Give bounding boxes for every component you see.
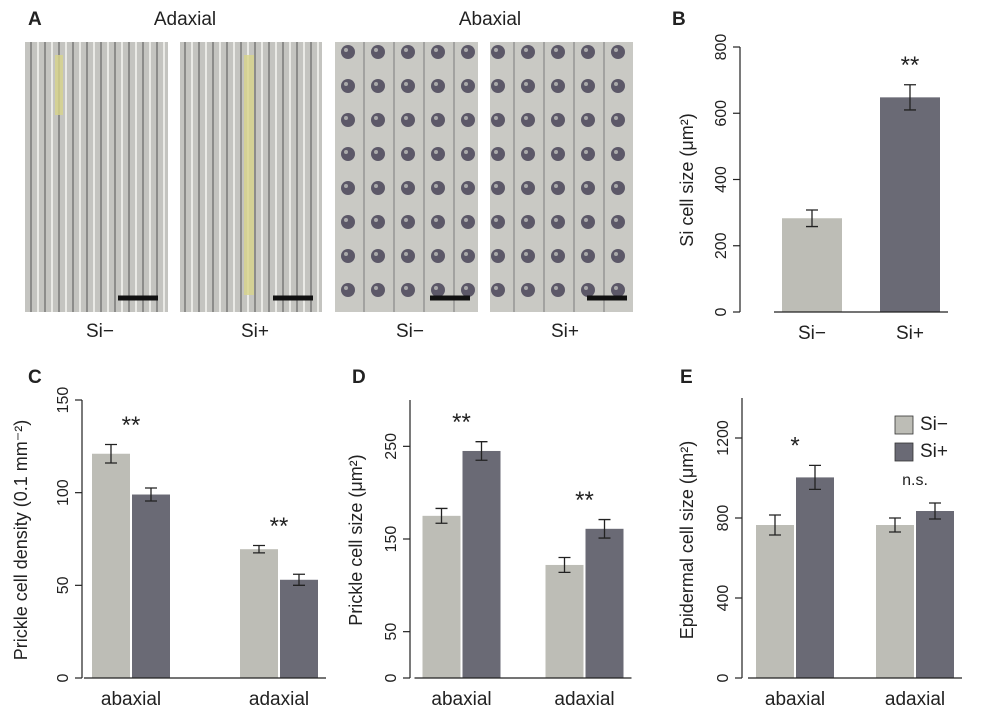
image-label: Si+ — [551, 321, 579, 342]
legend-label: Si+ — [920, 441, 948, 462]
x-tick-label: abaxial — [101, 689, 161, 710]
y-tick-label: 600 — [713, 100, 730, 127]
error-bar — [253, 544, 265, 554]
bar — [240, 549, 278, 678]
error-bar — [105, 443, 117, 464]
annotation: ** — [452, 409, 471, 436]
bar — [782, 218, 842, 312]
y-tick-label: 800 — [713, 34, 730, 61]
legend-label: Si− — [920, 414, 948, 435]
bar — [756, 525, 794, 678]
y-tick-label: 150 — [383, 526, 400, 553]
x-tick-label: adaxial — [249, 689, 309, 710]
bar — [545, 564, 584, 678]
error-bar — [806, 209, 818, 228]
bar — [462, 450, 501, 678]
micrographs — [25, 42, 633, 312]
bar — [280, 579, 318, 678]
y-tick-label: 0 — [55, 673, 72, 682]
y-axis-label: Prickle cell density (0.1 mm⁻²) — [11, 420, 31, 661]
legend-swatch — [894, 415, 914, 435]
y-tick-label: 250 — [383, 433, 400, 460]
annotation: ** — [270, 513, 289, 540]
panel-label: B — [672, 9, 686, 30]
micrograph — [25, 42, 168, 312]
bar — [796, 477, 834, 678]
y-tick-label: 400 — [713, 166, 730, 193]
error-bar — [475, 441, 488, 461]
error-bar — [904, 84, 916, 111]
bar — [132, 494, 170, 678]
error-bar — [293, 573, 305, 586]
panel-label: A — [28, 9, 42, 30]
image-label: Si− — [86, 321, 114, 342]
bar — [422, 515, 461, 678]
error-bar — [435, 507, 448, 524]
error-bar — [558, 556, 571, 574]
y-tick-label: 800 — [715, 505, 732, 532]
annotation: n.s. — [902, 472, 928, 489]
y-axis-label: Epidermal cell size (μm²) — [677, 441, 697, 639]
x-tick-label: abaxial — [431, 689, 491, 710]
image-label: Si− — [396, 321, 424, 342]
error-bar — [769, 514, 781, 536]
y-tick-label: 100 — [55, 479, 72, 506]
y-axis-label: Prickle cell size (μm²) — [346, 454, 366, 625]
panel-label: C — [28, 367, 42, 388]
y-tick-label: 1200 — [715, 420, 732, 456]
error-bar — [889, 517, 901, 533]
highlight — [244, 55, 254, 295]
legend-swatch — [894, 442, 914, 462]
image-label: Si+ — [241, 321, 269, 342]
bar — [880, 97, 940, 312]
y-tick-label: 50 — [55, 576, 72, 594]
micrograph — [335, 42, 478, 312]
annotation: ** — [122, 412, 141, 439]
highlight — [55, 55, 63, 115]
annotation: ** — [575, 487, 594, 514]
y-axis-label: Si cell size (μm²) — [677, 113, 697, 246]
y-tick-label: 0 — [715, 673, 732, 682]
error-bar — [809, 464, 821, 491]
x-tick-label: adaxial — [554, 689, 614, 710]
error-bar — [929, 502, 941, 520]
x-tick-label: Si+ — [896, 323, 924, 344]
y-tick-label: 0 — [713, 307, 730, 316]
y-tick-label: 50 — [383, 623, 400, 641]
bar — [916, 511, 954, 678]
group-label: Adaxial — [154, 9, 216, 30]
x-tick-label: Si− — [798, 323, 826, 344]
annotation: ** — [901, 52, 920, 79]
panel-label: D — [352, 367, 366, 388]
y-tick-label: 0 — [383, 673, 400, 682]
x-tick-label: adaxial — [885, 689, 945, 710]
bar — [585, 528, 624, 678]
error-bar — [598, 518, 611, 539]
y-tick-label: 200 — [713, 232, 730, 259]
annotation: * — [790, 433, 799, 460]
y-tick-label: 150 — [55, 387, 72, 414]
error-bar — [145, 487, 157, 502]
bar — [92, 453, 130, 678]
group-label: Abaxial — [459, 9, 521, 30]
micrograph — [490, 42, 633, 312]
bar — [876, 525, 914, 678]
y-tick-label: 400 — [715, 585, 732, 612]
panel-label: E — [680, 367, 693, 388]
x-tick-label: abaxial — [765, 689, 825, 710]
